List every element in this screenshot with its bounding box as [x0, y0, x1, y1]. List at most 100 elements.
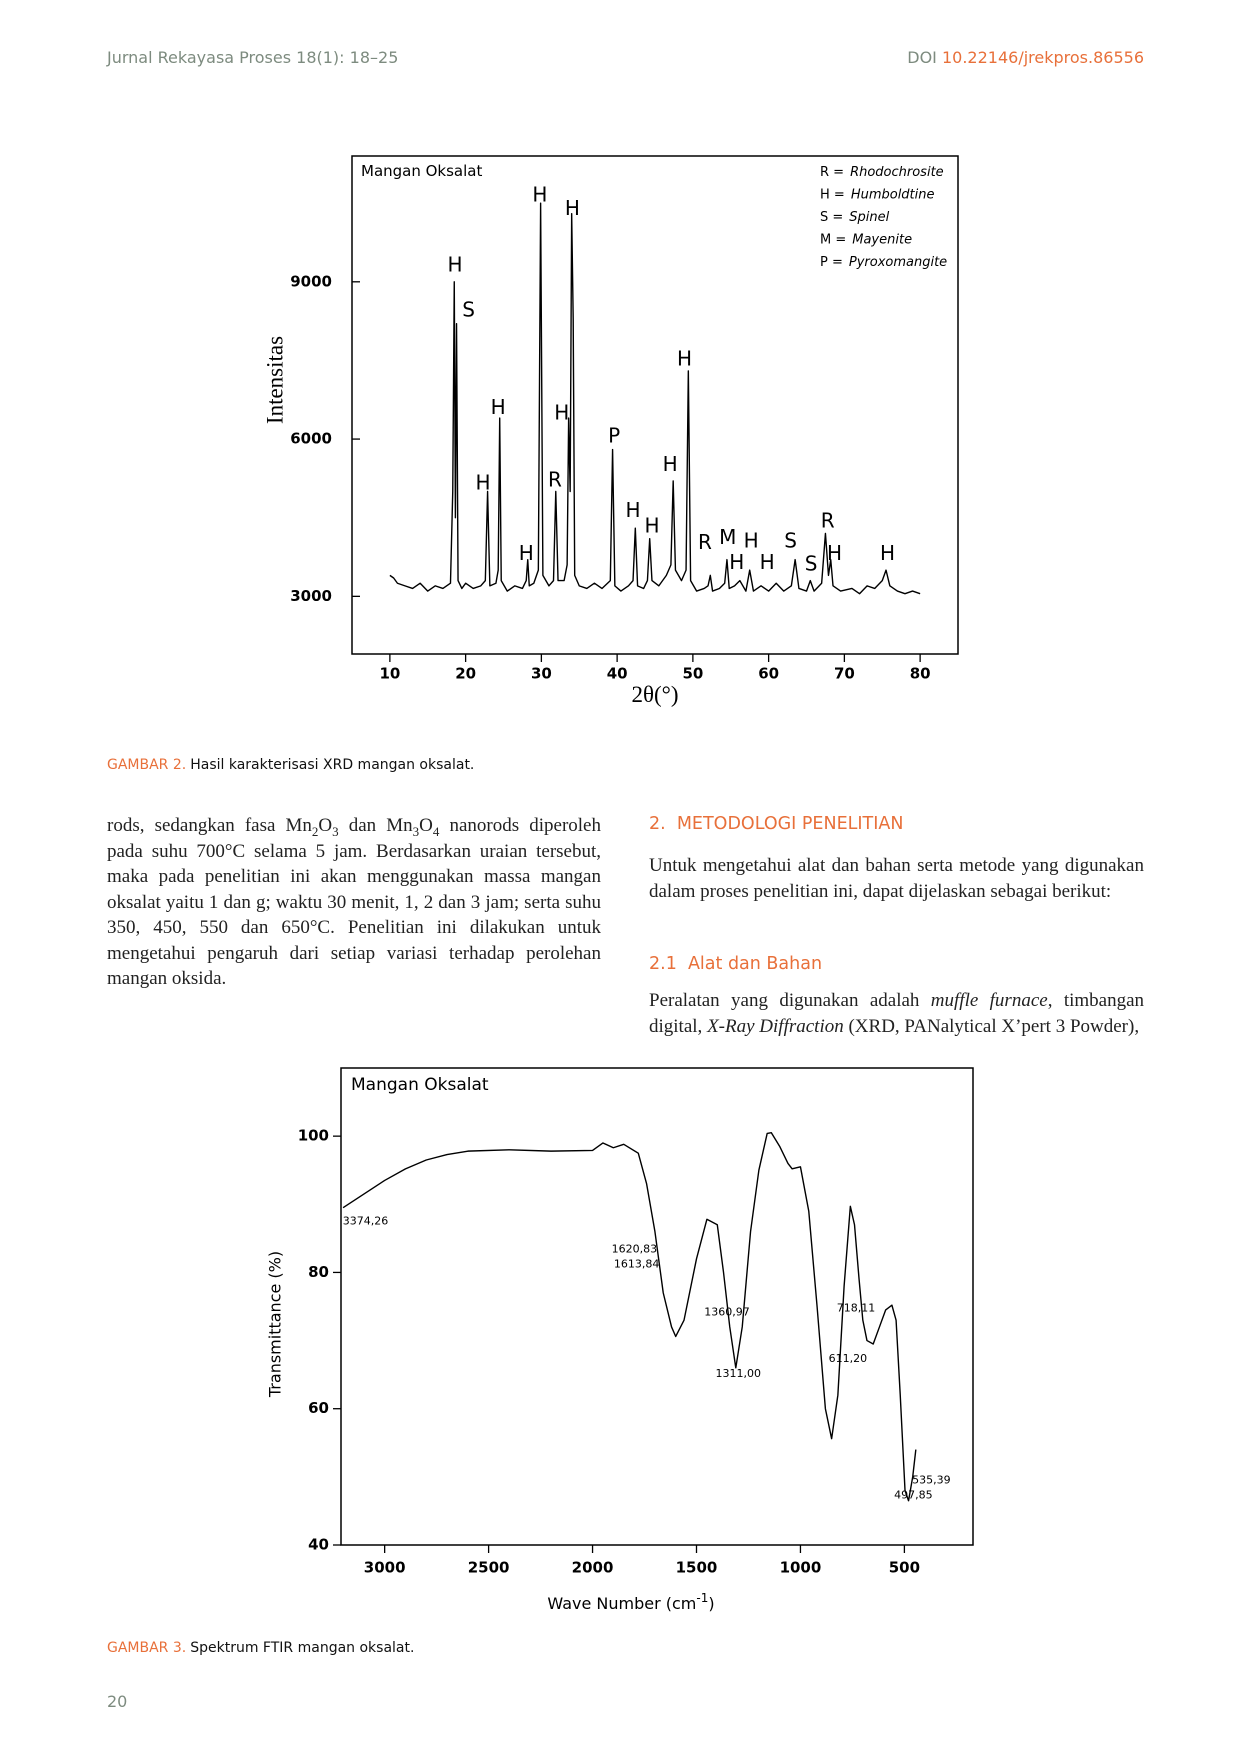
- subscript: 3: [412, 823, 420, 839]
- peak-label: H: [519, 541, 534, 565]
- peak-label: S: [462, 298, 475, 322]
- italic-text: muffle furnace: [930, 990, 1048, 1011]
- peak-label: H: [729, 550, 744, 574]
- plot-frame: [340, 1067, 974, 1546]
- x-tick-label: 30: [531, 665, 552, 683]
- peak-label: H: [554, 400, 569, 424]
- left-paragraph: rods, sedangkan fasa Mn2O3 dan Mn3O4 nan…: [107, 813, 601, 992]
- y-tick-label: 6000: [290, 430, 332, 448]
- subscript: 2: [311, 823, 319, 839]
- peak-label: 718,11: [837, 1302, 876, 1315]
- x-tick-label: 60: [758, 665, 779, 683]
- data-line: [389, 202, 921, 595]
- text: rods, sedangkan fasa Mn: [107, 815, 312, 836]
- peak-label: 3374,26: [343, 1214, 389, 1227]
- section-paragraph: Untuk mengetahui alat dan bahan serta me…: [649, 855, 1144, 902]
- legend-name: Spinel: [849, 210, 889, 225]
- caption-label: GAMBAR 3.: [107, 1640, 187, 1656]
- peak-label: H: [626, 498, 641, 522]
- peak-label: H: [760, 550, 775, 574]
- text: nanorods diperoleh pada suhu 700°C selam…: [107, 815, 601, 989]
- x-axis-title-part: ): [708, 1594, 714, 1613]
- text: dan Mn: [338, 815, 413, 836]
- peak-label: H: [677, 346, 692, 370]
- legend-entry: H = Humboldtine: [820, 187, 935, 202]
- peak-label: R: [821, 508, 835, 532]
- subscript: 3: [332, 823, 339, 839]
- subscript: 4: [432, 823, 440, 839]
- peak-label: M: [719, 525, 736, 549]
- peak-label: 1311,00: [716, 1367, 762, 1380]
- peak-label: H: [532, 182, 547, 206]
- peak-label: H: [476, 471, 491, 495]
- legend-key: R =: [820, 165, 844, 180]
- x-axis-title: Wave Number (cm-1): [547, 1591, 714, 1613]
- peak-label: H: [644, 514, 659, 538]
- figure-caption: GAMBAR 3. Spektrum FTIR mangan oksalat.: [107, 1640, 414, 1656]
- x-axis-title: 2θ(°): [631, 682, 678, 707]
- peak-label: R: [548, 468, 562, 492]
- peak-label: H: [491, 395, 506, 419]
- legend-key: S =: [820, 210, 843, 225]
- legend-entry: R = Rhodochrosite: [820, 165, 944, 180]
- figure-caption: GAMBAR 2. Hasil karakterisasi XRD mangan …: [107, 757, 474, 773]
- x-tick-label: 50: [682, 665, 703, 683]
- peak-label: 1360,97: [704, 1306, 750, 1319]
- peak-label: H: [663, 452, 678, 476]
- peak-label: S: [784, 528, 797, 552]
- text: (XRD, PANalytical X’pert 3 Powder),: [843, 1015, 1140, 1037]
- x-tick-label: 2000: [572, 1559, 614, 1577]
- x-axis-title-part: -1: [696, 1591, 708, 1605]
- ftir-chart: 3000 2500 2000 1500 1000 500 40 60 80 100 Mangan O…: [266, 1067, 974, 1613]
- peak-label: H: [880, 541, 895, 565]
- chart-title: Mangan Oksalat: [351, 1075, 489, 1095]
- data-line: [342, 1132, 917, 1502]
- x-tick-label: 70: [834, 665, 855, 683]
- y-tick-label: 9000: [290, 272, 332, 290]
- text: O: [318, 815, 333, 836]
- y-tick-label: 100: [298, 1127, 329, 1145]
- y-axis-title: Transmittance (%): [266, 1251, 285, 1398]
- legend-key: H =: [820, 187, 845, 202]
- page-number: 20: [107, 1692, 128, 1711]
- peak-label: P: [608, 423, 620, 447]
- x-tick-label: 2500: [468, 1559, 510, 1577]
- doi-header: DOI 10.22146/jrekpros.86556: [907, 48, 1144, 67]
- legend-entry: S = Spinel: [820, 210, 890, 225]
- caption-label: GAMBAR 2.: [107, 757, 187, 773]
- chart-title: Mangan Oksalat: [361, 162, 482, 180]
- section-heading: 2. METODOLOGI PENELITIAN: [649, 814, 904, 834]
- legend-key: M =: [820, 232, 846, 247]
- italic-text: X-Ray Diffraction: [707, 1015, 844, 1037]
- legend-name: Pyroxomangite: [849, 255, 947, 270]
- peak-label: 535,39: [912, 1473, 951, 1486]
- legend-entry: P = Pyroxomangite: [820, 255, 947, 270]
- x-tick-label: 1000: [780, 1559, 822, 1577]
- doi-label: DOI: [907, 48, 937, 67]
- legend-name: Humboldtine: [851, 187, 935, 202]
- peak-label: 1620,83: [612, 1242, 658, 1255]
- x-tick-label: 20: [455, 665, 476, 683]
- x-axis-title-part: Wave Number (cm: [547, 1594, 696, 1613]
- x-tick-label: 10: [379, 665, 400, 683]
- peak-label: 611,20: [829, 1352, 868, 1365]
- peak-label: 1613,84: [614, 1257, 660, 1270]
- x-tick-label: 80: [910, 665, 931, 683]
- subsection-heading: 2.1 Alat dan Bahan: [649, 954, 823, 974]
- peak-label: R: [698, 530, 712, 554]
- caption-text: Hasil karakterisasi XRD mangan oksalat.: [190, 757, 475, 773]
- peak-label: H: [565, 196, 580, 220]
- x-tick-label: 3000: [364, 1559, 406, 1577]
- doi-link[interactable]: 10.22146/jrekpros.86556: [941, 48, 1144, 67]
- legend-name: Mayenite: [852, 232, 912, 247]
- text: Peralatan yang digunakan adalah: [649, 990, 931, 1011]
- y-tick-label: 3000: [290, 587, 332, 605]
- plot-frame: [351, 155, 959, 655]
- y-tick-label: 80: [308, 1263, 329, 1281]
- x-tick-label: 1500: [676, 1559, 718, 1577]
- journal-header: Jurnal Rekayasa Proses 18(1): 18–25: [107, 48, 399, 67]
- peak-label: H: [827, 541, 842, 565]
- peak-label: S: [805, 551, 818, 575]
- peak-label: 497,85: [894, 1488, 933, 1501]
